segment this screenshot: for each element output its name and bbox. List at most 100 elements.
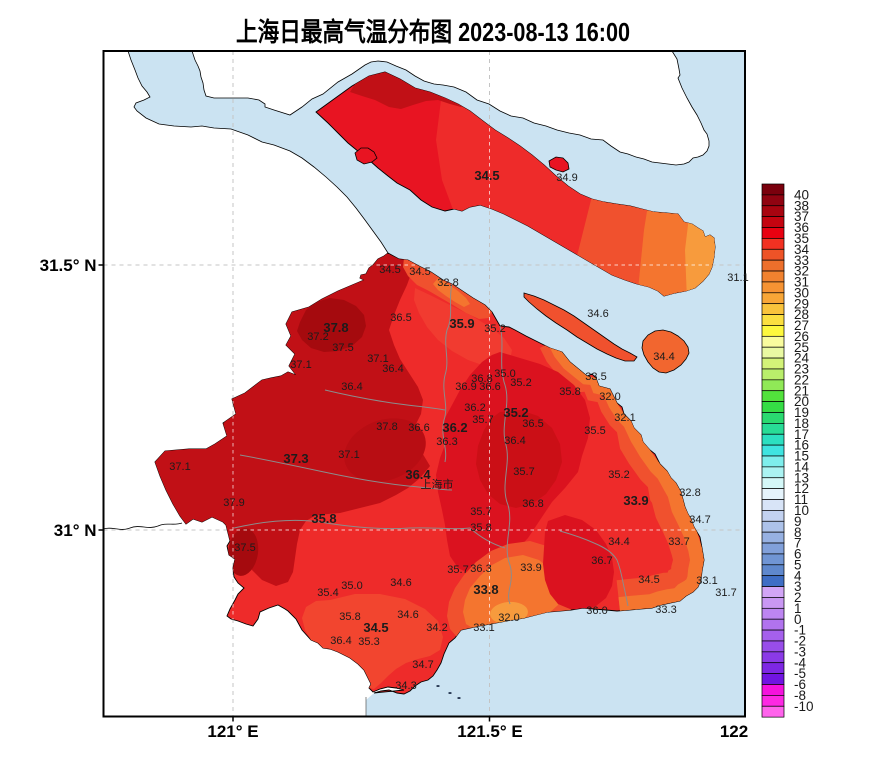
svg-text:0: 0: [794, 612, 802, 627]
svg-text:34.6: 34.6: [390, 577, 411, 589]
svg-text:35.0: 35.0: [494, 368, 515, 380]
svg-text:34.4: 34.4: [608, 536, 629, 548]
svg-text:34.5: 34.5: [638, 574, 659, 586]
svg-text:33.9: 33.9: [520, 562, 541, 574]
svg-text:21: 21: [794, 383, 809, 398]
svg-text:12: 12: [794, 481, 809, 496]
svg-text:37.8: 37.8: [376, 421, 397, 433]
svg-text:35.7: 35.7: [513, 466, 534, 478]
svg-text:36: 36: [794, 220, 809, 235]
svg-text:36.4: 36.4: [382, 363, 403, 375]
svg-text:35.4: 35.4: [317, 587, 338, 599]
svg-text:36.2: 36.2: [464, 402, 485, 414]
svg-text:15: 15: [794, 449, 809, 464]
svg-text:122: 122: [720, 722, 748, 741]
svg-text:9: 9: [794, 514, 802, 529]
svg-text:6: 6: [794, 547, 802, 562]
svg-text:-6: -6: [794, 677, 806, 692]
svg-text:上海市: 上海市: [421, 477, 454, 491]
svg-text:33.9: 33.9: [623, 493, 648, 508]
svg-text:17: 17: [794, 427, 809, 442]
svg-text:36.8: 36.8: [522, 498, 543, 510]
svg-text:37.8: 37.8: [323, 320, 348, 335]
svg-text:38: 38: [794, 198, 809, 213]
svg-text:20: 20: [794, 394, 809, 409]
svg-text:36.7: 36.7: [591, 555, 612, 567]
svg-text:14: 14: [794, 460, 810, 475]
svg-text:40: 40: [794, 188, 809, 203]
svg-text:35.7: 35.7: [470, 506, 491, 518]
svg-text:34.5: 34.5: [474, 168, 499, 183]
svg-text:35.0: 35.0: [341, 580, 362, 592]
svg-text:-5: -5: [794, 666, 806, 681]
svg-text:33.8: 33.8: [473, 582, 498, 597]
svg-text:7: 7: [794, 536, 802, 551]
svg-text:35.9: 35.9: [449, 316, 474, 331]
svg-text:26: 26: [794, 329, 809, 344]
svg-text:25: 25: [794, 340, 809, 355]
svg-text:31: 31: [794, 275, 809, 290]
svg-text:37.1: 37.1: [367, 353, 388, 365]
svg-text:34.2: 34.2: [426, 622, 447, 634]
svg-text:33.3: 33.3: [655, 604, 676, 616]
svg-text:36.5: 36.5: [522, 418, 543, 430]
svg-text:35.8: 35.8: [470, 522, 491, 534]
svg-text:34.5: 34.5: [379, 264, 400, 276]
svg-text:18: 18: [794, 416, 809, 431]
svg-text:33.5: 33.5: [585, 371, 606, 383]
svg-text:-4: -4: [794, 655, 806, 670]
svg-text:35.8: 35.8: [311, 511, 336, 526]
svg-text:23: 23: [794, 362, 809, 377]
svg-text:33.7: 33.7: [668, 536, 689, 548]
svg-text:35.2: 35.2: [510, 377, 531, 389]
svg-text:32.1: 32.1: [614, 412, 635, 424]
svg-text:36.9: 36.9: [455, 381, 476, 393]
svg-text:31.7: 31.7: [715, 587, 736, 599]
svg-text:33.1: 33.1: [473, 622, 494, 634]
svg-text:35.7: 35.7: [472, 414, 493, 426]
svg-text:11: 11: [794, 492, 808, 507]
svg-text:4: 4: [794, 568, 802, 583]
svg-text:34.3: 34.3: [395, 680, 416, 692]
svg-text:37.5: 37.5: [234, 542, 255, 554]
svg-text:34.5: 34.5: [409, 266, 430, 278]
svg-text:121.5° E: 121.5° E: [457, 722, 522, 741]
svg-text:上海日最高气温分布图 2023-08-13 16:00: 上海日最高气温分布图 2023-08-13 16:00: [236, 17, 630, 47]
svg-text:34.4: 34.4: [653, 351, 674, 363]
svg-text:-3: -3: [794, 644, 806, 659]
svg-text:33.1: 33.1: [696, 575, 717, 587]
svg-text:36.6: 36.6: [479, 381, 500, 393]
svg-text:31.1: 31.1: [727, 272, 748, 284]
svg-text:-10: -10: [794, 699, 814, 714]
svg-text:35: 35: [794, 231, 809, 246]
svg-text:37.1: 37.1: [169, 461, 190, 473]
svg-text:-8: -8: [794, 688, 806, 703]
svg-text:36.6: 36.6: [408, 422, 429, 434]
svg-text:34.7: 34.7: [689, 514, 710, 526]
svg-text:13: 13: [794, 470, 809, 485]
svg-text:32.8: 32.8: [679, 487, 700, 499]
svg-text:35.8: 35.8: [339, 611, 360, 623]
svg-text:37.2: 37.2: [307, 331, 328, 343]
svg-text:1: 1: [794, 601, 802, 616]
svg-text:31° N: 31° N: [54, 521, 97, 540]
svg-text:34.5: 34.5: [363, 620, 388, 635]
svg-text:35.7: 35.7: [447, 564, 468, 576]
svg-text:32: 32: [794, 264, 809, 279]
svg-text:36.2: 36.2: [442, 420, 467, 435]
svg-text:-1: -1: [794, 623, 806, 638]
svg-text:36.4: 36.4: [504, 435, 525, 447]
svg-text:8: 8: [794, 525, 802, 540]
svg-text:36.8: 36.8: [471, 373, 492, 385]
svg-text:36.4: 36.4: [341, 381, 362, 393]
svg-text:36.5: 36.5: [390, 312, 411, 324]
svg-text:24: 24: [794, 351, 810, 366]
svg-text:37.3: 37.3: [283, 451, 308, 466]
svg-text:32.0: 32.0: [498, 612, 519, 624]
svg-text:27: 27: [794, 318, 809, 333]
svg-text:121° E: 121° E: [207, 722, 258, 741]
svg-text:29: 29: [794, 296, 809, 311]
svg-text:37: 37: [794, 209, 809, 224]
svg-text:16: 16: [794, 438, 809, 453]
svg-text:31.5° N: 31.5° N: [40, 256, 97, 275]
